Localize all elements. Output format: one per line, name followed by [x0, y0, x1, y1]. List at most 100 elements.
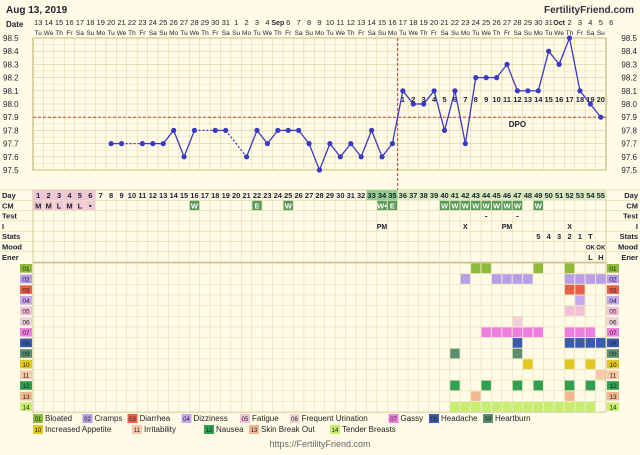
symptom-cell: [512, 338, 523, 348]
temperature-point: [452, 88, 458, 94]
ener-mark: L: [588, 253, 593, 262]
cm-mark: W: [462, 201, 470, 210]
dpo-number: 14: [534, 95, 543, 104]
symptom-cell: [481, 263, 491, 274]
symptom-cell: [543, 401, 554, 412]
weekday-label: Th: [201, 30, 209, 37]
cm-mark: W: [451, 201, 459, 210]
temperature-point: [160, 141, 166, 147]
date-label: 9: [317, 18, 321, 27]
legend-code: 01: [35, 417, 42, 423]
symptom-code: 07: [22, 330, 30, 337]
symptom-cell: [564, 401, 575, 412]
y-tick-label: 98.3: [621, 60, 637, 69]
temperature-point: [306, 141, 312, 147]
date-label: 10: [326, 18, 334, 27]
cycle-day: 55: [597, 191, 605, 200]
dpo-label: DPO: [509, 120, 526, 129]
symptom-code: 08: [22, 341, 30, 348]
cycle-day: 9: [119, 191, 123, 200]
symptom-cell: [596, 274, 606, 284]
symptom-cell: [564, 327, 575, 338]
y-tick-label: 97.7: [621, 140, 637, 149]
date-label: 6: [609, 18, 613, 27]
cm-mark: W: [285, 201, 293, 210]
temperature-point: [296, 127, 302, 133]
symptom-cell: [512, 327, 523, 338]
symptom-grid: 01 01 02 02 03 03 04 04 05 05 06 06 07 07 08 08 09 09 10 10…: [20, 190, 619, 413]
symptom-cell: [450, 380, 460, 391]
symptom-code: 11: [610, 373, 617, 380]
row-label: CM: [626, 201, 638, 210]
cycle-day: 51: [555, 191, 563, 200]
weekday-label: Sa: [441, 30, 449, 37]
temperature-series: [108, 35, 604, 173]
symptom-code-swatch: [607, 317, 619, 326]
temperature-segment: [589, 103, 602, 118]
weekday-label: Su: [524, 30, 532, 37]
symptom-cell: [585, 401, 596, 412]
date-label: 25: [482, 18, 490, 27]
date-label: 21: [117, 18, 125, 27]
date-label: 23: [138, 18, 146, 27]
cycle-day: 28: [315, 191, 323, 200]
symptom-cell: [585, 327, 596, 338]
temperature-point: [327, 141, 333, 147]
symptom-code: 14: [22, 404, 30, 411]
weekday-label: Su: [159, 30, 167, 37]
row-label: Test: [2, 212, 17, 221]
weekday-label: Th: [493, 30, 501, 37]
cycle-day: 53: [576, 191, 584, 200]
dpo-number: 7: [463, 95, 467, 104]
y-tick-label: 97.5: [3, 166, 19, 175]
legend-swatch: [249, 425, 259, 434]
temperature-point: [212, 127, 218, 133]
cycle-day: 22: [253, 191, 261, 200]
symptom-cell: [575, 401, 585, 412]
weekday-label: Su: [378, 30, 386, 37]
legend-code: 11: [134, 428, 141, 434]
weekday-label: Th: [420, 30, 428, 37]
i-mark: X: [567, 224, 572, 231]
legend-label: Heartburn: [495, 414, 531, 423]
date-label: 22: [451, 18, 459, 27]
symptom-code-swatch: [20, 295, 32, 305]
weekday-label: Su: [232, 30, 240, 37]
symptom-cell: [523, 327, 533, 338]
symptom-cell: [502, 327, 512, 338]
temperature-point: [556, 61, 562, 67]
temperature-segment: [454, 90, 466, 144]
cm-mark: W: [535, 201, 543, 210]
weekday-label: Fr: [66, 30, 73, 37]
symptom-cell: [575, 306, 585, 316]
temperature-segment: [318, 143, 331, 171]
weekday-label: Fr: [504, 30, 511, 37]
cm-cell: [471, 200, 481, 211]
cm-cell: [43, 200, 54, 211]
y-tick-label: 97.9: [621, 113, 637, 122]
dpo-number: 2: [411, 95, 415, 104]
cm-cell: [85, 200, 96, 211]
weekday-label: We: [190, 30, 200, 37]
weekday-label: Mo: [169, 30, 178, 37]
legend-code: 08: [431, 417, 438, 423]
temperature-segment: [162, 129, 175, 145]
weekday-label: Mo: [315, 30, 324, 37]
temperature-segment: [298, 129, 310, 145]
symptom-code: 03: [22, 287, 30, 294]
temperature-segment: [308, 143, 321, 171]
test-mark: -: [485, 212, 488, 221]
weekday-label: We: [44, 30, 54, 37]
stats-mark: T: [588, 232, 593, 241]
date-label: 7: [297, 18, 301, 27]
legend-swatch: [204, 425, 214, 434]
symptom-code: 14: [609, 404, 617, 411]
cycle-day: 6: [88, 191, 92, 200]
footer-url[interactable]: https://FertilityFriend.com: [269, 439, 370, 449]
temperature-grid: [32, 37, 607, 171]
legend-label: Fatigue: [252, 414, 279, 423]
cycle-day: 30: [336, 191, 344, 200]
cycle-day: 10: [128, 191, 136, 200]
cm-cell: [283, 200, 293, 211]
temperature-point: [535, 88, 541, 94]
